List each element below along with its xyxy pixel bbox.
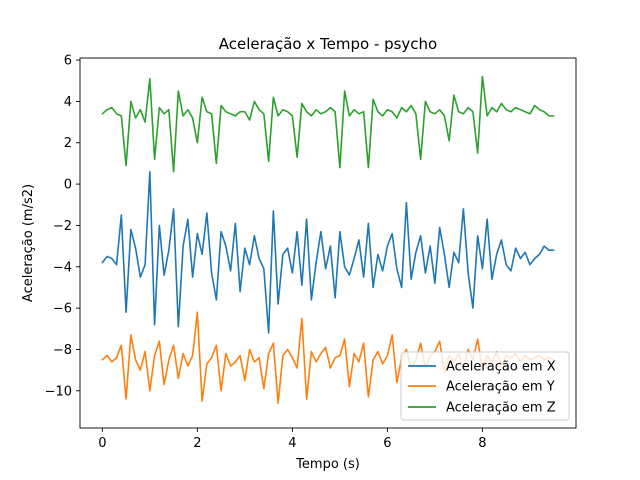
legend-label-x: Aceleração em X [446, 360, 556, 375]
plot-frame [79, 57, 577, 429]
y-tick-label: −4 [53, 260, 72, 275]
series-layer [101, 75, 555, 405]
y-tick-label: 0 [64, 178, 72, 193]
x-tick-label: 2 [193, 436, 201, 451]
series-line-x [101, 170, 555, 334]
y-tick-label: −2 [53, 219, 72, 234]
legend-label-z: Aceleração em Z [446, 401, 556, 416]
legend-entry-x: Aceleração em X [408, 360, 556, 375]
x-tick-label: 4 [288, 436, 296, 451]
x-axis-label: Tempo (s) [295, 457, 360, 472]
legend-label-y: Aceleração em Y [446, 380, 555, 395]
y-tick-label: −10 [45, 384, 72, 399]
y-axis-label: Aceleração (m/s2) [21, 184, 36, 302]
x-axis: 0 2 4 6 8 [98, 428, 487, 451]
legend: Aceleração em X Aceleração em Y Aceleraç… [400, 351, 570, 421]
y-tick-label: 6 [64, 54, 72, 69]
y-tick-label: −8 [53, 343, 72, 358]
series-line-y [101, 311, 555, 405]
series-line-z [101, 75, 555, 173]
chart-title: Aceleração x Tempo - psycho [219, 35, 438, 53]
y-tick-label: 2 [64, 136, 72, 151]
legend-frame [400, 351, 570, 421]
legend-entry-z: Aceleração em Z [408, 401, 556, 416]
y-tick-label: −6 [53, 302, 72, 317]
x-tick-label: 0 [98, 436, 106, 451]
y-axis: −10 −8 −6 −4 −2 0 2 4 6 [45, 54, 80, 399]
plot-area [79, 57, 577, 429]
x-tick-label: 8 [478, 436, 486, 451]
x-tick-label: 6 [383, 436, 391, 451]
y-tick-label: 4 [64, 95, 72, 110]
legend-entry-y: Aceleração em Y [408, 380, 555, 395]
